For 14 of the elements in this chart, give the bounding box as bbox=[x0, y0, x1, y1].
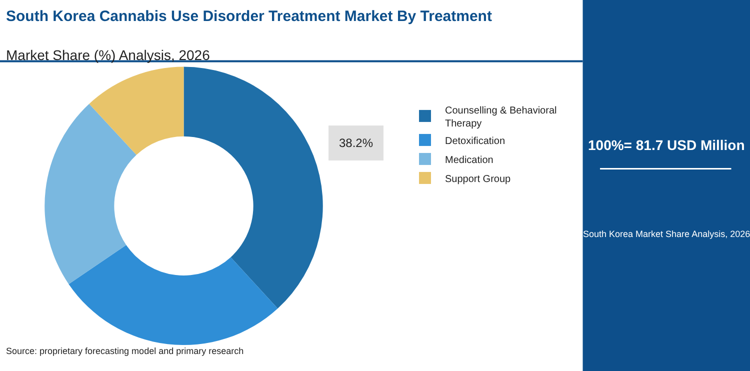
donut-slice bbox=[89, 66, 184, 155]
source-note: Source: proprietary forecasting model and primary research bbox=[6, 346, 244, 356]
donut-slice bbox=[68, 245, 278, 346]
legend-label: Medication bbox=[445, 154, 494, 166]
chart-subtitle: Market Share (%) Analysis, 2026 bbox=[6, 47, 210, 63]
donut-slice bbox=[44, 104, 136, 284]
legend-label: Support Group bbox=[445, 174, 512, 185]
donut-slice bbox=[184, 66, 323, 309]
legend-label: Counselling & Behavioral Therapy bbox=[445, 105, 557, 130]
chart-title: South Korea Cannabis Use Disorder Treatment Market By Treatment bbox=[6, 8, 492, 25]
text: South Korea Market Share Analysis, 2026 bbox=[583, 229, 750, 239]
text: 100%= 81.7 USD Million bbox=[588, 137, 745, 153]
data-label: 38.2% bbox=[339, 136, 374, 150]
legend-label: Detoxification bbox=[445, 136, 506, 147]
